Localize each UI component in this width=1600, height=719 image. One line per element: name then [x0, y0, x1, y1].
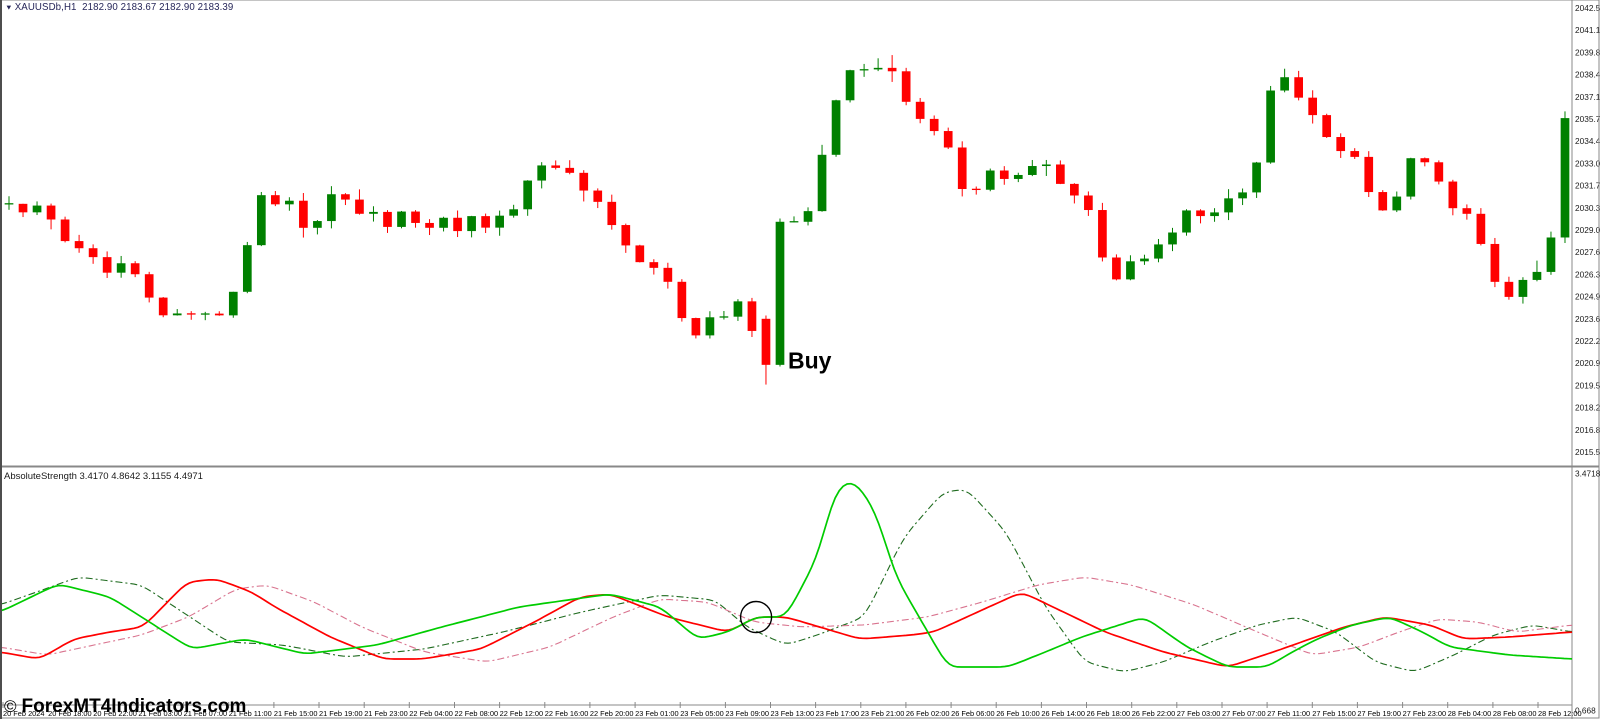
svg-text:2042.50: 2042.50	[1575, 3, 1600, 13]
svg-text:2033.05: 2033.05	[1575, 158, 1600, 168]
svg-text:27 Feb 11:00: 27 Feb 11:00	[1267, 709, 1310, 718]
svg-text:2030.35: 2030.35	[1575, 203, 1600, 213]
svg-text:2024.95: 2024.95	[1575, 292, 1600, 302]
svg-text:23 Feb 09:00: 23 Feb 09:00	[725, 709, 769, 718]
svg-text:22 Feb 16:00: 22 Feb 16:00	[545, 709, 589, 718]
svg-text:Buy: Buy	[788, 348, 832, 374]
svg-text:2027.65: 2027.65	[1575, 247, 1600, 257]
svg-text:23 Feb 17:00: 23 Feb 17:00	[816, 709, 860, 718]
svg-text:26 Feb 06:00: 26 Feb 06:00	[951, 709, 995, 718]
svg-text:26 Feb 22:00: 26 Feb 22:00	[1132, 709, 1176, 718]
svg-text:2037.10: 2037.10	[1575, 92, 1600, 102]
svg-text:2020.90: 2020.90	[1575, 358, 1600, 368]
svg-text:27 Feb 15:00: 27 Feb 15:00	[1312, 709, 1356, 718]
svg-text:21 Feb 15:00: 21 Feb 15:00	[274, 709, 318, 718]
svg-text:23 Feb 05:00: 23 Feb 05:00	[680, 709, 724, 718]
svg-text:2035.75: 2035.75	[1575, 114, 1600, 124]
svg-text:2039.80: 2039.80	[1575, 47, 1600, 57]
svg-text:26 Feb 02:00: 26 Feb 02:00	[906, 709, 950, 718]
svg-text:2023.60: 2023.60	[1575, 314, 1600, 324]
svg-text:22 Feb 20:00: 22 Feb 20:00	[590, 709, 634, 718]
svg-text:26 Feb 18:00: 26 Feb 18:00	[1087, 709, 1131, 718]
svg-text:27 Feb 07:00: 27 Feb 07:00	[1222, 709, 1266, 718]
svg-text:22 Feb 12:00: 22 Feb 12:00	[500, 709, 544, 718]
svg-text:26 Feb 10:00: 26 Feb 10:00	[996, 709, 1040, 718]
svg-text:26 Feb 14:00: 26 Feb 14:00	[1041, 709, 1085, 718]
svg-text:0.668: 0.668	[1575, 706, 1596, 716]
svg-text:2022.25: 2022.25	[1575, 336, 1600, 346]
svg-text:27 Feb 23:00: 27 Feb 23:00	[1403, 709, 1447, 718]
svg-text:2041.15: 2041.15	[1575, 25, 1600, 35]
svg-text:2026.30: 2026.30	[1575, 269, 1600, 279]
svg-text:28 Feb 04:00: 28 Feb 04:00	[1448, 709, 1492, 718]
svg-text:2034.40: 2034.40	[1575, 136, 1600, 146]
svg-text:27 Feb 03:00: 27 Feb 03:00	[1177, 709, 1221, 718]
svg-text:23 Feb 21:00: 23 Feb 21:00	[861, 709, 905, 718]
svg-text:2038.45: 2038.45	[1575, 70, 1600, 80]
svg-text:22 Feb 08:00: 22 Feb 08:00	[455, 709, 499, 718]
svg-text:2016.85: 2016.85	[1575, 425, 1600, 435]
svg-text:23 Feb 01:00: 23 Feb 01:00	[635, 709, 679, 718]
svg-text:3.4718: 3.4718	[1575, 469, 1600, 479]
svg-text:2018.20: 2018.20	[1575, 403, 1600, 413]
svg-text:23 Feb 13:00: 23 Feb 13:00	[771, 709, 815, 718]
svg-text:2019.55: 2019.55	[1575, 380, 1600, 390]
svg-text:27 Feb 19:00: 27 Feb 19:00	[1357, 709, 1401, 718]
svg-text:2015.50: 2015.50	[1575, 447, 1600, 457]
svg-text:21 Feb 19:00: 21 Feb 19:00	[319, 709, 363, 718]
svg-text:22 Feb 04:00: 22 Feb 04:00	[409, 709, 453, 718]
svg-text:21 Feb 23:00: 21 Feb 23:00	[364, 709, 408, 718]
svg-text:28 Feb 08:00: 28 Feb 08:00	[1493, 709, 1537, 718]
svg-text:2029.00: 2029.00	[1575, 225, 1600, 235]
svg-text:2031.70: 2031.70	[1575, 181, 1600, 191]
